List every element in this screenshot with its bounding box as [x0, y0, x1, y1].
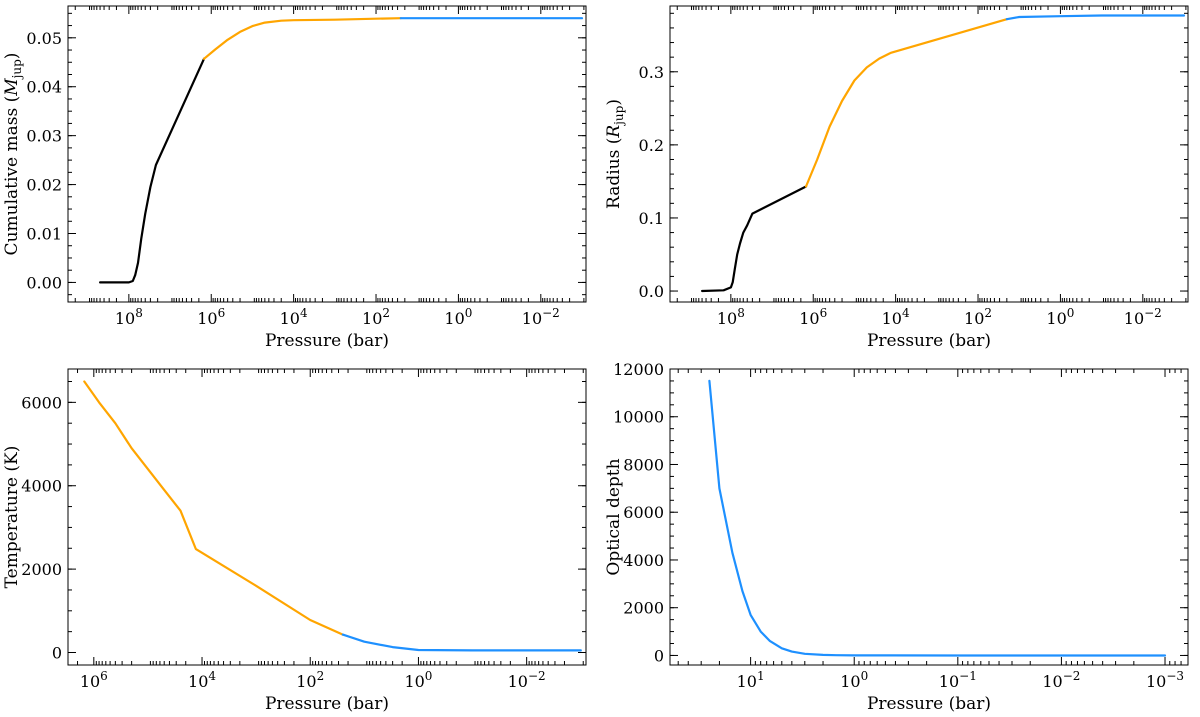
x-tick-label: 10−2	[1042, 669, 1080, 691]
y-tick-label: 4000	[623, 551, 664, 570]
x-tick-label: 100	[840, 669, 868, 691]
x-axis-label: Pressure (bar)	[867, 331, 991, 351]
optical-depth-panel: 101 100 10−1 10−2 10−3 0 2000 4000 6000 8000 10000…	[604, 360, 1189, 714]
y-tick-label: 0.02	[26, 176, 62, 195]
x-tick-label: 106	[799, 306, 827, 328]
x-tick-label: 108	[717, 306, 745, 328]
y-tick-label: 12000	[613, 360, 664, 379]
x-tick-label: 104	[188, 669, 216, 691]
series-atmosphere-line	[1005, 14, 1186, 21]
y-tick-label: 0.00	[26, 273, 62, 292]
x-tick-label: 100	[444, 306, 472, 328]
x-axis-label: Pressure (bar)	[265, 331, 389, 351]
x-tick-label: 101	[737, 669, 765, 691]
x-tick-label: 100	[404, 669, 432, 691]
cumulative-mass-panel: 108 106 104 102 100 10−2 0.00 0.01 0.02 0.03 0.04 0…	[2, 5, 587, 351]
series-atmosphere-line	[708, 379, 1167, 657]
y-tick-label: 0.03	[26, 127, 62, 146]
x-tick-label: 10−2	[1124, 306, 1162, 328]
y-tick-label: 0.3	[639, 63, 664, 82]
y-tick-label: 2000	[623, 599, 664, 618]
x-tick-label: 10−2	[508, 669, 546, 691]
x-tick-label: 106	[197, 306, 225, 328]
y-tick-label: 4000	[21, 477, 62, 496]
x-tick-label: 104	[280, 306, 308, 328]
y-tick-label: 0.05	[26, 29, 62, 48]
y-tick-label: 0.01	[26, 225, 62, 244]
y-axis-label: Temperature (K)	[2, 446, 22, 589]
y-tick-label: 0.04	[26, 78, 62, 97]
y-tick-label: 0.1	[639, 209, 664, 228]
x-tick-label: 10−2	[522, 306, 560, 328]
x-tick-label: 102	[964, 306, 992, 328]
x-tick-label: 102	[362, 306, 390, 328]
axes-frame	[669, 5, 1189, 303]
x-tick-label: 10−3	[1146, 669, 1184, 691]
x-axis-label: Pressure (bar)	[867, 694, 991, 714]
y-tick-label: 6000	[623, 503, 664, 522]
x-tick-label: 106	[80, 669, 108, 691]
series-interior-line	[83, 380, 344, 636]
axes-frame	[67, 5, 587, 303]
temperature-panel: 106 104 102 100 10−2 0 2000 4000 6000 Pressure (b…	[2, 368, 587, 714]
series-atmosphere-line	[341, 633, 582, 652]
y-tick-label: 0	[654, 646, 664, 665]
x-tick-label: 104	[882, 306, 910, 328]
y-axis-label: Cumulative mass (Mjup)	[2, 53, 24, 256]
x-tick-label: 100	[1046, 306, 1074, 328]
radius-panel: 108 106 104 102 100 10−2 0.0 0.1 0.2 0.3 Pressure …	[604, 5, 1189, 351]
y-tick-label: 0.2	[639, 136, 664, 155]
axes-frame	[669, 368, 1189, 666]
x-axis-label: Pressure (bar)	[265, 694, 389, 714]
y-tick-label: 6000	[21, 393, 62, 412]
y-axis-label: Radius (Rjup)	[604, 99, 626, 209]
x-tick-label: 102	[296, 669, 324, 691]
y-tick-label: 2000	[21, 560, 62, 579]
series-core-line	[700, 185, 808, 293]
series-interior-line	[804, 18, 1008, 188]
y-tick-label: 10000	[613, 408, 664, 427]
axes-frame	[67, 368, 587, 666]
y-tick-label: 0	[52, 643, 62, 662]
x-tick-label: 10−1	[939, 669, 977, 691]
y-tick-label: 0.0	[639, 282, 664, 301]
series-core-line	[98, 57, 206, 284]
y-tick-label: 8000	[623, 455, 664, 474]
x-tick-label: 108	[115, 306, 143, 328]
y-axis-label: Optical depth	[604, 458, 624, 575]
series-interior-line	[202, 17, 402, 60]
